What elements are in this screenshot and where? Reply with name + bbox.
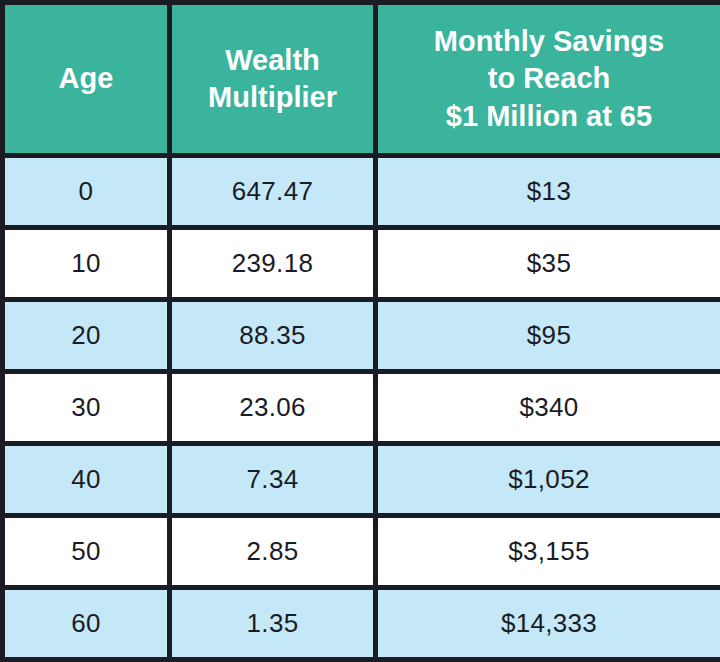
cell-wealth-multiplier: 2.85 — [170, 516, 376, 588]
cell-wealth-multiplier: 1.35 — [170, 588, 376, 660]
cell-age: 60 — [3, 588, 170, 660]
table-row: 60 1.35 $14,333 — [3, 588, 720, 660]
cell-monthly-savings: $1,052 — [376, 444, 720, 516]
cell-wealth-multiplier: 239.18 — [170, 228, 376, 300]
cell-monthly-savings: $340 — [376, 372, 720, 444]
cell-monthly-savings: $3,155 — [376, 516, 720, 588]
cell-monthly-savings: $13 — [376, 156, 720, 228]
cell-wealth-multiplier: 23.06 — [170, 372, 376, 444]
header-cell-monthly-savings: Monthly Savings to Reach $1 Million at 6… — [376, 3, 720, 156]
header-cell-age: Age — [3, 3, 170, 156]
cell-wealth-multiplier: 647.47 — [170, 156, 376, 228]
cell-age: 30 — [3, 372, 170, 444]
cell-age: 0 — [3, 156, 170, 228]
table-row: 0 647.47 $13 — [3, 156, 720, 228]
cell-age: 40 — [3, 444, 170, 516]
table-row: 40 7.34 $1,052 — [3, 444, 720, 516]
cell-age: 10 — [3, 228, 170, 300]
header-row: Age Wealth Multiplier Monthly Savings to… — [3, 3, 720, 156]
table-row: 10 239.18 $35 — [3, 228, 720, 300]
table-row: 30 23.06 $340 — [3, 372, 720, 444]
cell-age: 20 — [3, 300, 170, 372]
cell-monthly-savings: $14,333 — [376, 588, 720, 660]
cell-monthly-savings: $35 — [376, 228, 720, 300]
wealth-multiplier-table-container: Age Wealth Multiplier Monthly Savings to… — [0, 0, 720, 662]
cell-wealth-multiplier: 7.34 — [170, 444, 376, 516]
cell-wealth-multiplier: 88.35 — [170, 300, 376, 372]
cell-monthly-savings: $95 — [376, 300, 720, 372]
cell-age: 50 — [3, 516, 170, 588]
wealth-multiplier-table: Age Wealth Multiplier Monthly Savings to… — [0, 0, 720, 662]
table-row: 50 2.85 $3,155 — [3, 516, 720, 588]
header-cell-wealth-multiplier: Wealth Multiplier — [170, 3, 376, 156]
table-row: 20 88.35 $95 — [3, 300, 720, 372]
